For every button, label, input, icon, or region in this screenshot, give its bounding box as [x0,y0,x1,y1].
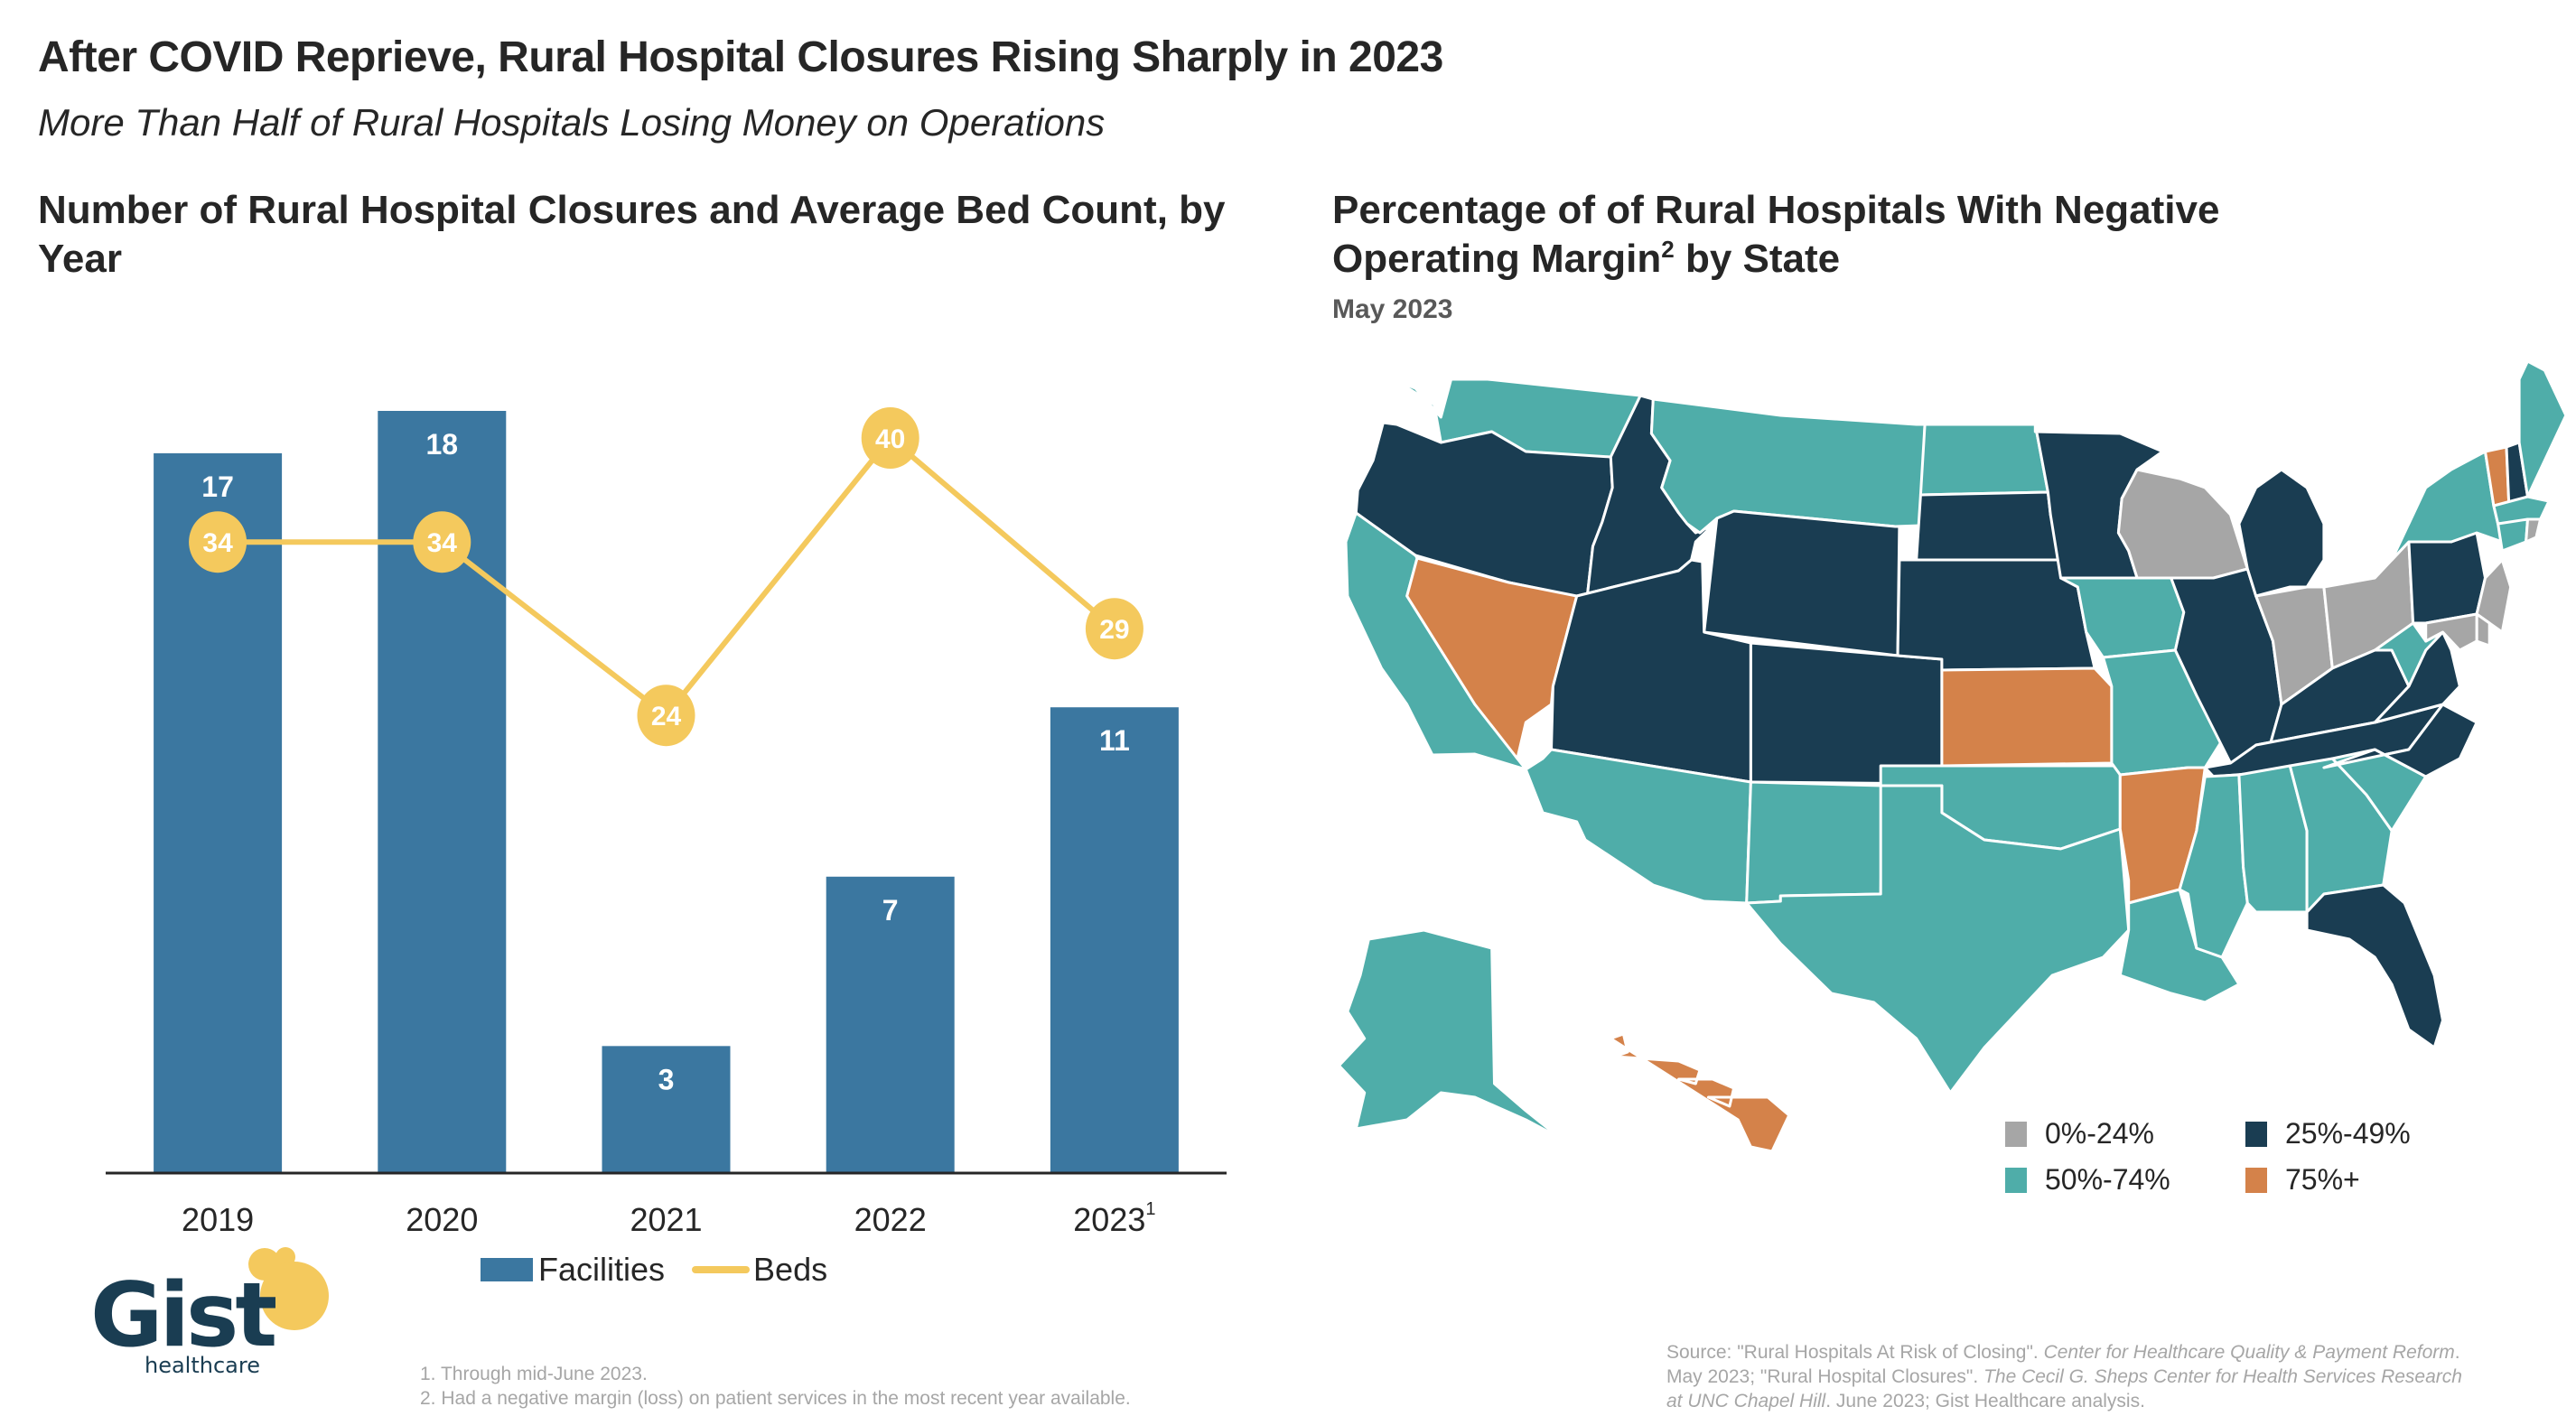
state-nc [2322,703,2478,778]
source-part-3: . May 2023; "Rural Hospital Closures". [1666,1342,2460,1387]
bar-value-label-2023: 11 [1099,724,1130,757]
source-part-5: . June 2023; Gist Healthcare analysis. [1825,1391,2145,1411]
logo-icon: Gist healthcare [90,1247,329,1378]
bar-value-label-2020: 18 [426,428,459,461]
source-part-4: The Cecil G. Sheps Center for Health Ser… [1666,1366,2462,1411]
beds-value-label-2020: 34 [427,528,458,558]
state-ma [2492,495,2551,526]
legend-swatch-gray [2005,1121,2027,1147]
state-tx [1745,784,2131,1095]
state-ak [1338,928,1562,1140]
state-md [2424,612,2478,652]
footnote-1: 1. Through mid-June 2023. [420,1364,648,1384]
facilities-legend-label: Facilities [538,1251,666,1288]
beds-marker-2023 [1085,598,1143,660]
main-title: After COVID Reprieve, Rural Hospital Clo… [38,33,1443,81]
facilities-legend-swatch [481,1258,533,1281]
x-tick-label-2020: 2020 [406,1201,478,1238]
logo-tagline: healthcare [145,1353,260,1378]
legend-label-25-49: 25%-49% [2285,1117,2411,1150]
state-nm [1745,780,1884,905]
map-title-suffix: by State [1674,237,1841,281]
state-nj [2475,558,2513,634]
gist-healthcare-logo: Gist healthcare [89,1246,341,1386]
legend-swatch-teal [2005,1167,2027,1193]
beds-value-label-2022: 40 [875,424,905,454]
state-co [1749,641,1944,786]
beds-marker-2019 [189,511,247,573]
beds-line-segment [664,436,893,718]
state-ut [1550,558,1752,784]
bar-2021 [602,1046,731,1173]
legend-label-50-74: 50%-74% [2045,1163,2170,1196]
map-title-text: Percentage of of Rural Hospitals With Ne… [1332,188,2220,281]
state-wv [2373,621,2444,688]
beds-marker-2020 [413,511,471,573]
state-sd [1915,490,2062,562]
state-ct [2497,517,2529,553]
map-legend: 0%-24% 25%-49% 50%-74% 75%+ [2005,1117,2466,1197]
state-mt [1649,397,1927,535]
beds-legend-label: Beds [753,1251,828,1288]
state-mi [2237,468,2326,598]
map-date: May 2023 [1332,294,1453,324]
state-me [2517,359,2568,498]
state-la [2118,888,2241,1004]
main-subtitle: More Than Half of Rural Hospitals Losing… [38,101,1106,144]
beds-marker-2022 [861,407,919,469]
x-tick-label-2023: 20231 [1073,1199,1155,1238]
state-hi [1609,1032,1791,1153]
state-ri [2525,517,2543,544]
source-note: Source: "Rural Hospitals At Risk of Clos… [1666,1340,2479,1413]
footnote-2: 2. Had a negative margin (loss) on patie… [420,1388,1131,1409]
beds-value-label-2021: 24 [651,702,682,731]
bar-value-label-2019: 17 [201,470,234,503]
legend-label-0-24: 0%-24% [2045,1117,2154,1150]
bar-2022 [826,876,955,1173]
source-part-2: Center for Healthcare Quality & Payment … [2043,1342,2455,1363]
x-tick-label-2022: 2022 [854,1201,927,1238]
state-ks [1940,666,2114,768]
state-fl [2305,883,2444,1049]
beds-value-label-2023: 29 [1099,615,1129,645]
bar-chart: 17 2019 18 2020 3 2021 7 2022 11 20231 34 34 24 40 29 [106,407,1227,1238]
footnotes: 1. Through mid-June 2023. 2. Had a negat… [420,1362,1131,1411]
beds-value-label-2019: 34 [202,528,233,558]
state-nd [1918,423,2049,497]
bar-2023 [1050,707,1179,1173]
legend-label-75-plus: 75%+ [2285,1163,2360,1196]
bar-chart-title: Number of Rural Hospital Closures and Av… [38,188,1226,281]
legend-swatch-orange [2245,1167,2267,1193]
legend-swatch-navy [2245,1121,2267,1147]
beds-marker-2021 [637,685,695,747]
bar-value-label-2021: 3 [658,1063,675,1095]
beds-line-segment [888,435,1116,631]
x-tick-label-2021: 2021 [630,1201,702,1238]
x-tick-label-2019: 2019 [182,1201,254,1238]
bar-value-label-2022: 7 [882,894,899,927]
bar-chart-legend: Facilities Beds [481,1251,827,1289]
us-map [1338,359,2568,1153]
state-pa [2407,531,2487,625]
bar-2019 [154,452,283,1173]
svg-text:Gist: Gist [90,1264,275,1367]
state-wy [1703,509,1901,657]
beds-line-segment [440,539,668,718]
map-title-footnote-ref: 2 [1661,236,1675,263]
beds-legend-line [692,1266,751,1273]
state-wi [2116,468,2249,580]
state-nv [1405,556,1579,760]
source-part-1: Source: "Rural Hospitals At Risk of Clos… [1666,1342,2044,1363]
map-title: Percentage of of Rural Hospitals With Ne… [1332,186,2326,284]
